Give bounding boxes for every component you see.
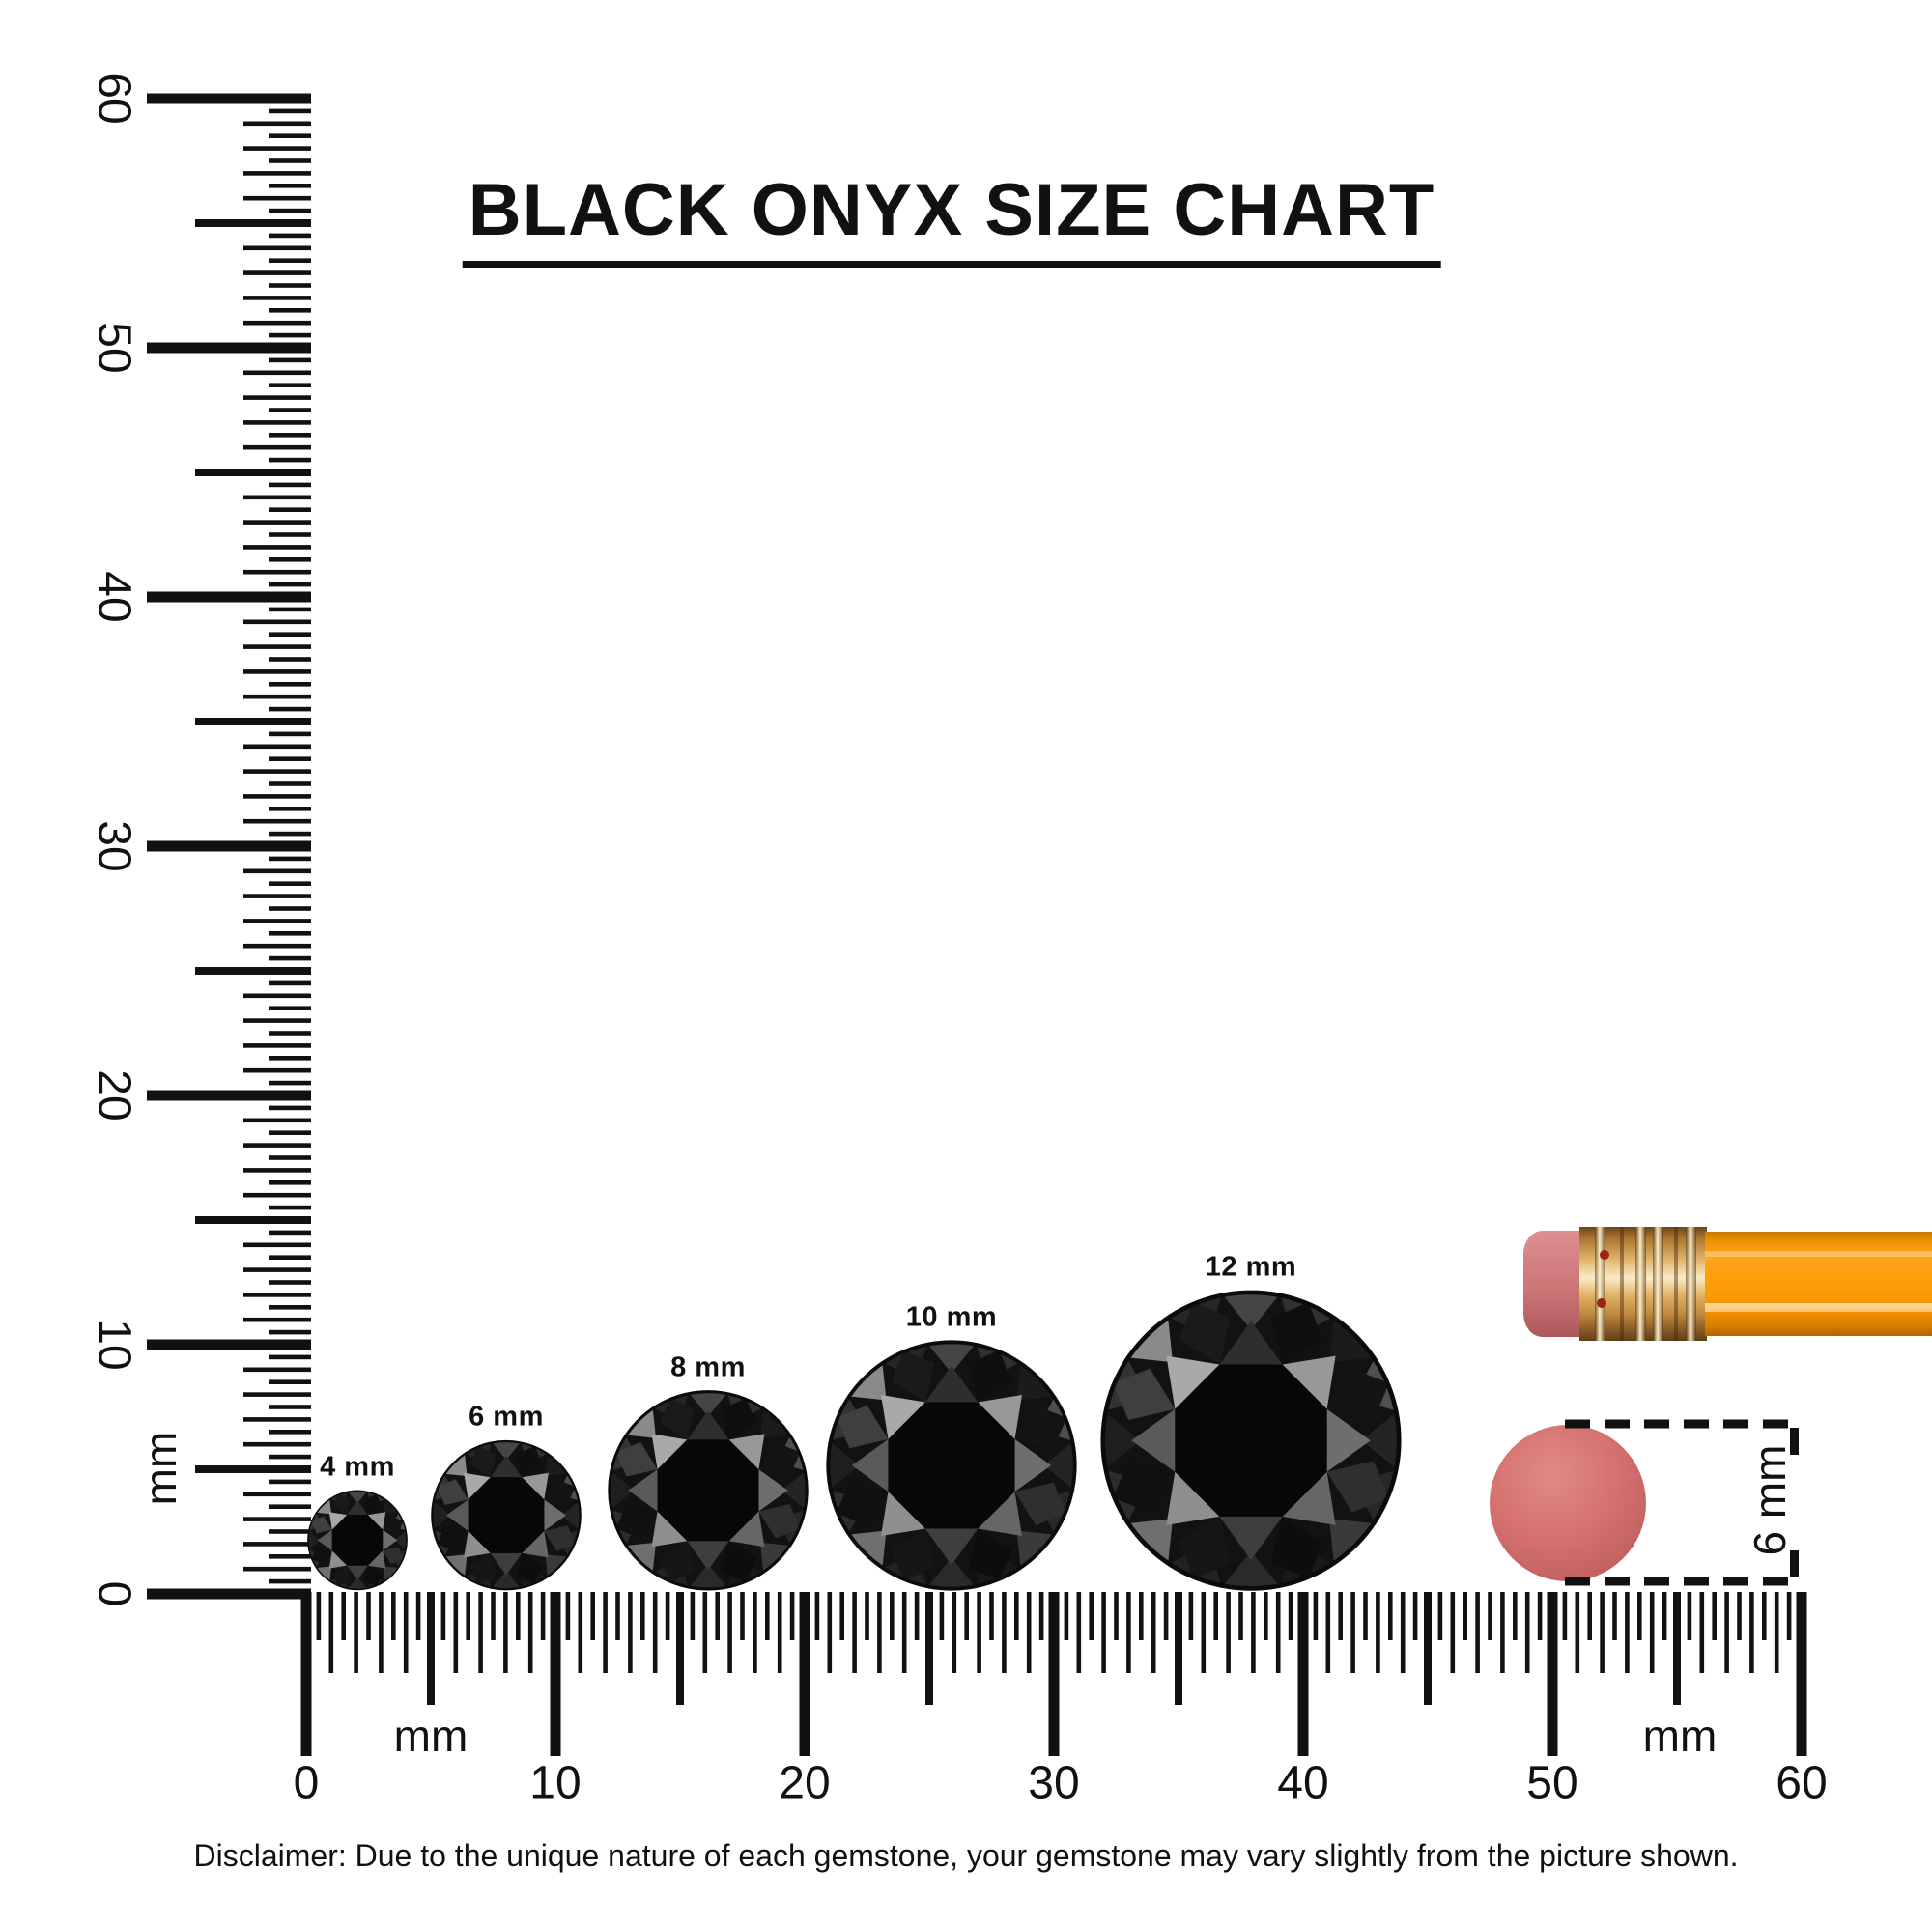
gem-8mm bbox=[608, 1390, 809, 1591]
v-ruler-label-10: 10 bbox=[88, 1319, 140, 1371]
ferrule-crimp-line bbox=[1674, 1227, 1678, 1341]
gem-label-6mm: 6 mm bbox=[469, 1401, 544, 1433]
eraser-top-view-circle bbox=[1490, 1425, 1646, 1581]
v-ruler-label-0: 0 bbox=[88, 1580, 140, 1607]
h-ruler-label-20: 20 bbox=[779, 1757, 831, 1809]
eraser-size-label: 6 mm bbox=[1745, 1444, 1795, 1556]
gem-12mm bbox=[1100, 1290, 1402, 1591]
v-ruler-label-50: 50 bbox=[88, 322, 140, 374]
ruler-ticks bbox=[147, 93, 1807, 1756]
gem-6mm bbox=[431, 1439, 582, 1591]
pencil-eraser-tip bbox=[1523, 1231, 1583, 1337]
gem-label-8mm: 8 mm bbox=[670, 1351, 746, 1383]
h-ruler-label-30: 30 bbox=[1028, 1757, 1080, 1809]
pencil-highlight bbox=[1705, 1303, 1932, 1312]
ferrule-crimp-ring bbox=[1653, 1227, 1663, 1341]
page-title: BLACK ONYX SIZE CHART bbox=[462, 172, 1441, 268]
gem-label-12mm: 12 mm bbox=[1205, 1251, 1297, 1283]
pencil-ferrule bbox=[1579, 1227, 1707, 1341]
pencil-body bbox=[1705, 1232, 1932, 1336]
ferrule-crimp-ring bbox=[1635, 1227, 1646, 1341]
v-ruler-label-40: 40 bbox=[88, 571, 140, 623]
ferrule-crimp-line bbox=[1620, 1227, 1624, 1341]
h-ruler-label-0: 0 bbox=[293, 1757, 320, 1809]
h-ruler-label-60: 60 bbox=[1776, 1757, 1828, 1809]
gem-10mm bbox=[826, 1340, 1077, 1591]
ferrule-crimp-ring bbox=[1686, 1227, 1696, 1341]
ferrule-crimp-ring bbox=[1595, 1227, 1605, 1341]
gem-label-10mm: 10 mm bbox=[905, 1301, 998, 1333]
gem-4mm bbox=[307, 1490, 408, 1591]
disclaimer-text: Disclaimer: Due to the unique nature of … bbox=[193, 1838, 1739, 1873]
horizontal-ruler-unit-label-left: mm bbox=[393, 1711, 469, 1761]
gem-label-4mm: 4 mm bbox=[320, 1451, 395, 1483]
pencil-highlight bbox=[1705, 1251, 1932, 1257]
h-ruler-label-40: 40 bbox=[1277, 1757, 1329, 1809]
v-ruler-label-60: 60 bbox=[88, 72, 140, 125]
ferrule-rivet-dot bbox=[1600, 1250, 1609, 1260]
v-ruler-label-20: 20 bbox=[88, 1069, 140, 1122]
h-ruler-label-50: 50 bbox=[1526, 1757, 1578, 1809]
vertical-ruler-unit-label: mm bbox=[135, 1431, 185, 1506]
v-ruler-label-30: 30 bbox=[88, 820, 140, 872]
gemstones bbox=[307, 1290, 1402, 1591]
horizontal-ruler-unit-label-right: mm bbox=[1642, 1711, 1718, 1761]
ferrule-rivet-dot bbox=[1597, 1298, 1606, 1308]
dimension-bracket bbox=[1565, 1419, 1799, 1586]
pencil-graphic bbox=[1523, 1227, 1932, 1341]
h-ruler-label-10: 10 bbox=[529, 1757, 582, 1809]
